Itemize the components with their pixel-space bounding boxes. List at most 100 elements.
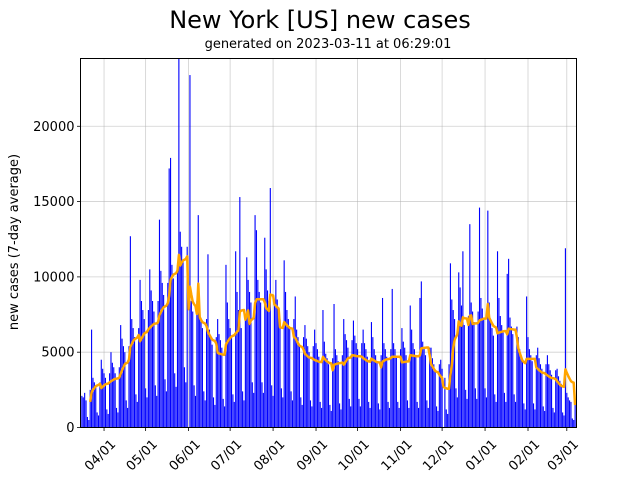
bar <box>380 355 382 428</box>
bar <box>393 343 395 428</box>
bar <box>422 341 424 428</box>
bar <box>571 418 573 428</box>
bar <box>150 290 152 428</box>
bar <box>337 361 339 428</box>
bar <box>174 373 176 428</box>
bar <box>470 302 472 428</box>
bar <box>326 358 328 428</box>
bar <box>157 300 159 428</box>
bar <box>323 341 325 428</box>
bar <box>556 368 558 428</box>
bar <box>387 401 389 428</box>
bar <box>402 341 404 428</box>
bar <box>275 279 277 428</box>
bar <box>156 395 158 428</box>
bar <box>372 337 374 428</box>
bar <box>490 319 492 428</box>
bar <box>253 392 255 428</box>
bar <box>258 291 260 428</box>
y-tick-label: 20000 <box>33 120 74 135</box>
bar <box>359 406 361 428</box>
bar <box>104 377 106 428</box>
bar <box>181 246 183 428</box>
bar <box>147 310 149 428</box>
bar <box>491 328 493 428</box>
x-tick-label: 04/01 <box>82 437 119 474</box>
bar <box>499 316 501 428</box>
bar <box>409 305 411 428</box>
seven-day-average-line <box>88 253 577 406</box>
bar <box>221 347 223 428</box>
bar <box>476 398 478 428</box>
bar <box>496 251 499 428</box>
bar <box>178 58 180 428</box>
bar <box>370 322 373 428</box>
bar <box>509 317 511 428</box>
bar <box>566 392 568 428</box>
bar <box>456 397 458 428</box>
bar <box>279 319 281 428</box>
bar <box>388 407 391 428</box>
bar <box>332 358 334 428</box>
bar <box>217 319 219 428</box>
bar <box>261 382 263 428</box>
x-tick-label: 05/01 <box>124 437 161 474</box>
bar <box>351 340 353 428</box>
bar <box>336 355 338 428</box>
bar <box>322 310 324 428</box>
bar <box>477 311 479 428</box>
bar <box>506 273 508 428</box>
bar <box>538 358 540 428</box>
bar <box>199 310 201 428</box>
bar <box>570 401 572 428</box>
bar <box>512 334 514 428</box>
bar <box>495 401 497 428</box>
bar <box>89 389 91 428</box>
bar <box>226 302 228 428</box>
bar <box>129 236 131 428</box>
bar <box>272 395 274 428</box>
bar <box>207 254 209 428</box>
bar <box>514 401 517 428</box>
bar <box>88 419 90 428</box>
bar <box>222 398 224 428</box>
bar <box>99 382 101 428</box>
bar <box>96 412 98 428</box>
y-tick-label: 5000 <box>41 346 74 361</box>
bar <box>133 337 136 428</box>
bar <box>257 279 259 428</box>
bar <box>426 400 428 428</box>
bar <box>190 300 192 428</box>
bar <box>398 407 400 428</box>
bar <box>510 326 512 428</box>
bar <box>551 374 553 428</box>
bar <box>531 361 533 428</box>
bar <box>131 319 133 428</box>
bar <box>395 356 397 428</box>
bar <box>145 388 147 428</box>
bar <box>135 394 137 428</box>
bar <box>276 299 278 428</box>
bar <box>283 260 285 428</box>
bar <box>438 364 440 428</box>
bar <box>350 406 352 428</box>
bar <box>431 358 433 428</box>
x-tick-label: 10/01 <box>336 437 373 474</box>
bar <box>136 401 138 428</box>
bar <box>247 279 249 428</box>
bar <box>314 329 316 428</box>
bar <box>412 343 414 428</box>
bar <box>194 395 197 428</box>
bar <box>528 349 530 428</box>
bar <box>524 409 526 428</box>
y-tick-label: 10000 <box>33 270 74 285</box>
bar <box>513 394 515 428</box>
bar <box>186 246 188 428</box>
bar <box>462 251 464 428</box>
bar <box>224 406 226 428</box>
bar <box>189 75 191 428</box>
bar <box>413 349 415 428</box>
bar <box>102 368 104 428</box>
bar <box>563 415 565 428</box>
bar <box>124 352 126 428</box>
